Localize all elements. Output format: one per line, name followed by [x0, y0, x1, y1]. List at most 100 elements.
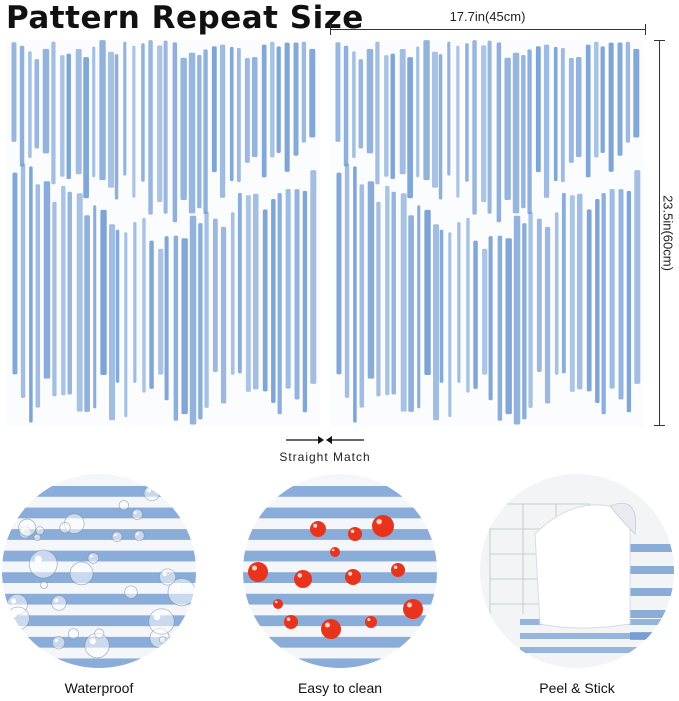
stripe-bar	[271, 198, 276, 403]
stripe-bar	[301, 41, 307, 143]
height-tick-bottom	[654, 425, 665, 426]
stripe-bar	[335, 42, 341, 142]
stripe-bar	[528, 211, 533, 408]
stripe-band	[243, 507, 437, 519]
arrows-converging-icon	[286, 436, 364, 444]
stripe-bar	[114, 54, 119, 200]
stripe-bar	[594, 41, 599, 158]
water-drop	[51, 595, 67, 611]
stripe-bar	[522, 223, 527, 420]
stripe-bar	[568, 58, 574, 163]
easy-clean-circle	[243, 474, 437, 668]
stripe-pattern-left	[11, 40, 317, 425]
stripe-bar	[569, 195, 575, 392]
stripe-bar	[310, 170, 317, 384]
stripe-bar	[148, 40, 153, 215]
page-title: Pattern Repeat Size	[6, 0, 364, 36]
water-drop	[6, 606, 30, 631]
stripe-bar	[142, 217, 146, 393]
stripe-bar	[204, 211, 209, 408]
stripe-bar	[211, 46, 217, 173]
straight-match-label: Straight Match	[279, 450, 371, 464]
stripe-band	[520, 647, 674, 653]
stripe-bar	[220, 226, 227, 404]
stripe-bar	[488, 236, 493, 401]
stripe-bar	[433, 224, 440, 421]
stripe-bar	[626, 190, 632, 413]
stripe-bar	[560, 48, 565, 183]
stripe-bar	[189, 215, 197, 425]
stripe-bar	[237, 192, 242, 374]
stripe-band	[2, 486, 196, 497]
water-drop	[111, 531, 123, 542]
stripe-bar	[173, 235, 179, 421]
stripe-bar	[424, 209, 431, 376]
stripe-bar	[212, 218, 218, 372]
red-drop	[372, 515, 394, 537]
stripe-pattern-right	[335, 40, 641, 425]
red-drop	[273, 599, 283, 609]
width-tick-right	[645, 24, 646, 35]
water-drop	[51, 636, 66, 650]
water-drop	[124, 585, 138, 599]
stripe-bar	[285, 189, 291, 389]
red-drop	[248, 562, 268, 582]
stripe-bar	[472, 40, 477, 215]
stripe-band	[243, 615, 437, 627]
stripe-bar	[42, 48, 50, 154]
stripe-bar	[482, 248, 488, 375]
stripe-bar	[473, 240, 478, 389]
stripe-bar	[375, 41, 380, 185]
stripe-bar	[617, 42, 623, 156]
width-dimension-line	[330, 29, 645, 30]
stripe-bar	[353, 166, 357, 423]
stripe-band	[243, 572, 437, 583]
water-drop	[133, 530, 145, 542]
stripe-bar	[625, 41, 631, 143]
stripe-bar	[352, 51, 356, 158]
stripe-bar	[366, 48, 374, 154]
stripe-bar	[439, 229, 444, 383]
stripe-bar	[293, 42, 299, 156]
stripe-band	[2, 572, 196, 583]
stripe-bar	[601, 192, 606, 415]
stripe-bar	[141, 43, 145, 182]
waterproof-caption: Waterproof	[64, 680, 134, 696]
stripe-bar	[198, 223, 203, 420]
stripe-bar	[43, 181, 51, 379]
stripe-bar	[633, 48, 640, 138]
stripe-bar	[481, 45, 487, 203]
stripe-bar	[20, 163, 26, 398]
water-drop	[87, 552, 99, 564]
stripe-band	[630, 544, 674, 552]
stripe-bar	[543, 44, 550, 198]
stripe-bar	[133, 221, 137, 383]
stripe-bar	[367, 181, 375, 379]
water-drop	[59, 522, 71, 534]
stripe-band	[2, 550, 196, 562]
stripe-band	[2, 593, 196, 605]
peeling-corner-icon	[480, 474, 674, 668]
stripe-bar	[277, 192, 282, 415]
stripe-bar	[252, 193, 259, 390]
stripe-bar	[609, 189, 615, 389]
stripe-bar	[51, 41, 56, 185]
stripe-bar	[456, 45, 460, 198]
stripe-bar	[554, 212, 559, 375]
stripe-bar	[497, 235, 503, 421]
water-drop	[118, 500, 129, 511]
stripe-bar	[432, 51, 439, 188]
stripe-bar	[496, 42, 502, 223]
stripe-bar	[336, 172, 342, 375]
stripe-bar	[83, 57, 89, 199]
stripe-bar	[284, 42, 290, 172]
stripe-bar	[608, 42, 614, 172]
stripe-bar	[512, 52, 520, 214]
stripe-bar	[376, 201, 381, 397]
peel-stick-circle	[480, 474, 674, 668]
stripe-bar	[561, 192, 566, 374]
peel-curl	[609, 502, 637, 535]
stripe-bar	[219, 44, 226, 198]
stripe-bar	[575, 57, 582, 158]
stripe-band	[630, 610, 674, 618]
